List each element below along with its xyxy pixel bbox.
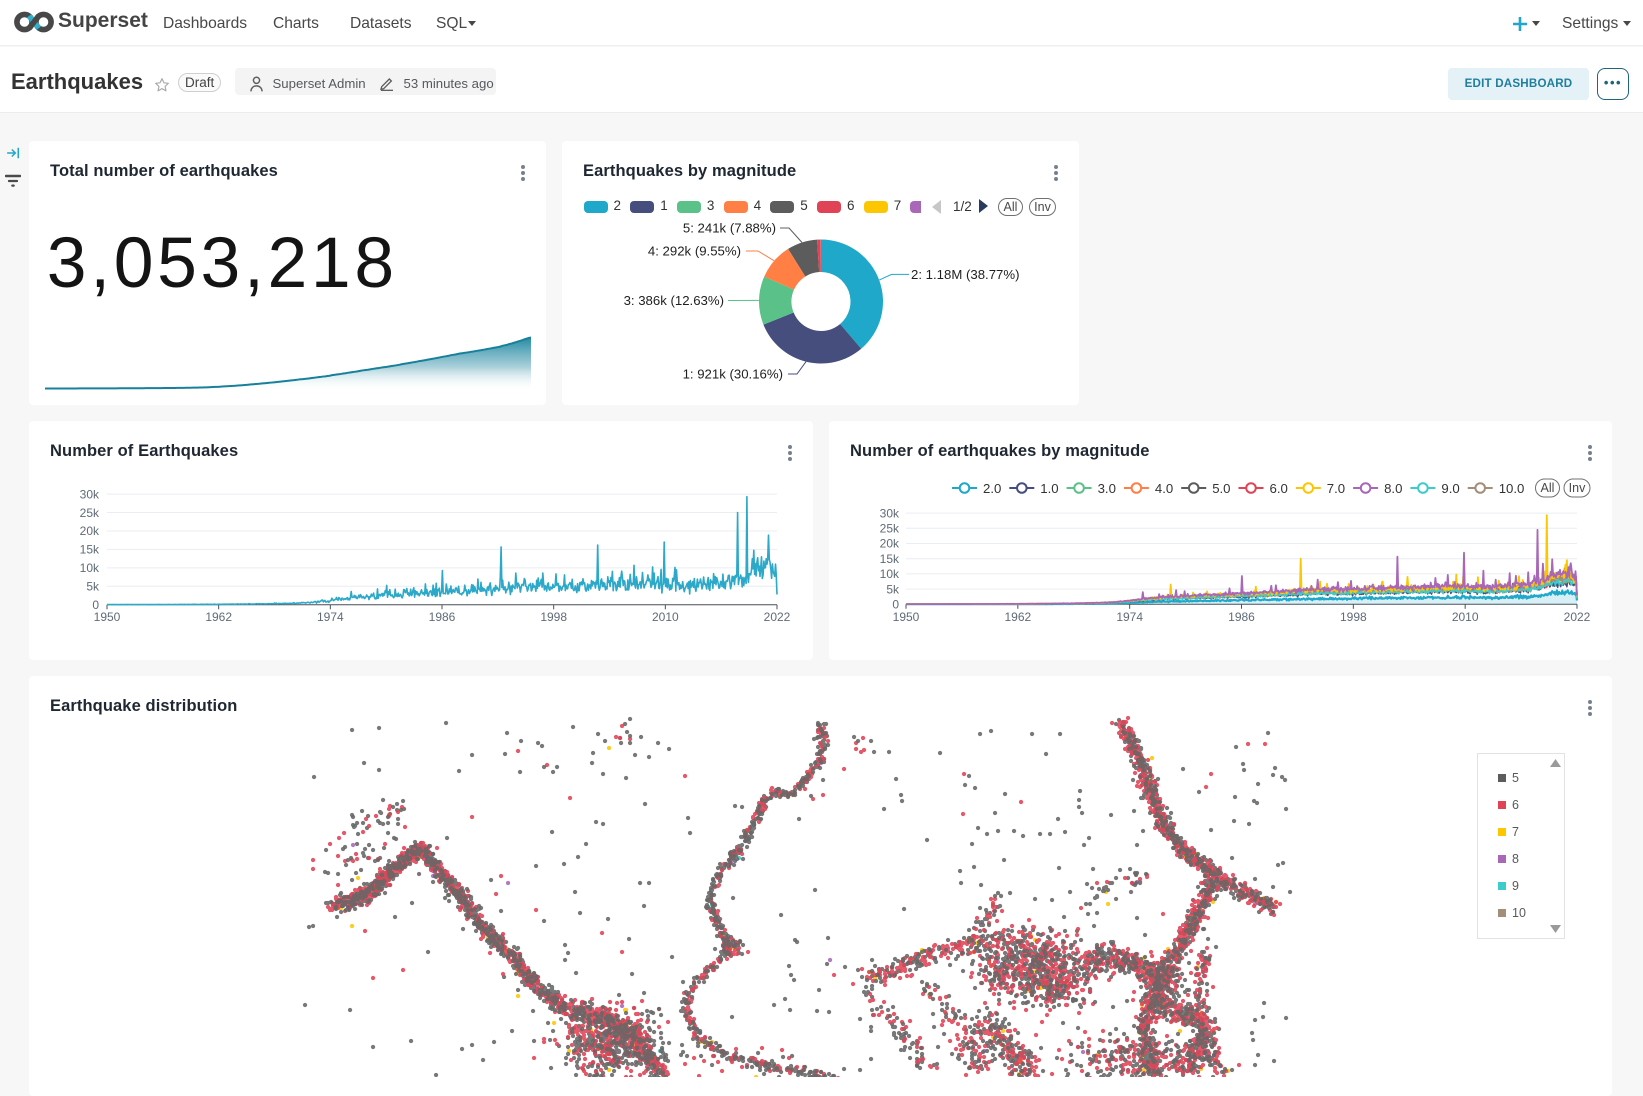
svg-text:5k: 5k [86, 580, 100, 594]
svg-text:4.0: 4.0 [1155, 481, 1173, 496]
svg-text:1998: 1998 [1340, 610, 1367, 624]
svg-text:1950: 1950 [893, 610, 920, 624]
svg-text:7: 7 [1512, 825, 1519, 839]
svg-text:20k: 20k [880, 537, 900, 551]
svg-text:1950: 1950 [94, 610, 121, 624]
svg-text:7.0: 7.0 [1327, 481, 1345, 496]
svg-text:30k: 30k [880, 506, 900, 520]
svg-text:8.0: 8.0 [1384, 481, 1402, 496]
svg-text:1998: 1998 [540, 610, 567, 624]
svg-text:5: 241k (7.88%): 5: 241k (7.88%) [683, 221, 776, 236]
svg-text:1: 921k (30.16%): 1: 921k (30.16%) [683, 367, 783, 382]
svg-text:25k: 25k [80, 506, 100, 520]
svg-text:2: 1.18M (38.77%): 2: 1.18M (38.77%) [911, 267, 1020, 282]
svg-text:1986: 1986 [429, 610, 456, 624]
svg-text:2010: 2010 [1452, 610, 1479, 624]
svg-text:5k: 5k [886, 582, 900, 596]
svg-text:1986: 1986 [1228, 610, 1255, 624]
svg-text:4: 292k (9.55%): 4: 292k (9.55%) [648, 244, 741, 259]
svg-text:Inv: Inv [1569, 481, 1586, 495]
svg-text:6: 6 [1512, 798, 1519, 812]
svg-text:3.0: 3.0 [1098, 481, 1116, 496]
svg-text:10k: 10k [80, 561, 100, 575]
svg-text:8: 8 [1512, 852, 1519, 866]
svg-text:0: 0 [892, 598, 899, 612]
svg-text:1974: 1974 [1116, 610, 1143, 624]
svg-text:2022: 2022 [764, 610, 791, 624]
svg-text:15k: 15k [80, 543, 100, 557]
svg-text:6.0: 6.0 [1270, 481, 1288, 496]
svg-text:9: 9 [1512, 879, 1519, 893]
svg-text:5: 5 [1512, 771, 1519, 785]
svg-text:1.0: 1.0 [1040, 481, 1058, 496]
svg-text:1974: 1974 [317, 610, 344, 624]
svg-text:10k: 10k [880, 567, 900, 581]
svg-text:2022: 2022 [1564, 610, 1591, 624]
svg-text:2010: 2010 [652, 610, 679, 624]
svg-text:3: 386k (12.63%): 3: 386k (12.63%) [624, 293, 724, 308]
svg-text:2.0: 2.0 [983, 481, 1001, 496]
svg-text:20k: 20k [80, 524, 100, 538]
svg-text:15k: 15k [880, 552, 900, 566]
svg-text:1962: 1962 [1004, 610, 1031, 624]
svg-text:10.0: 10.0 [1499, 481, 1525, 496]
svg-text:All: All [1541, 481, 1555, 495]
svg-text:10: 10 [1512, 906, 1526, 920]
svg-text:0: 0 [92, 598, 99, 612]
svg-text:25k: 25k [880, 522, 900, 536]
svg-text:30k: 30k [80, 487, 100, 501]
svg-text:5.0: 5.0 [1212, 481, 1230, 496]
svg-text:9.0: 9.0 [1441, 481, 1459, 496]
svg-text:1962: 1962 [205, 610, 232, 624]
